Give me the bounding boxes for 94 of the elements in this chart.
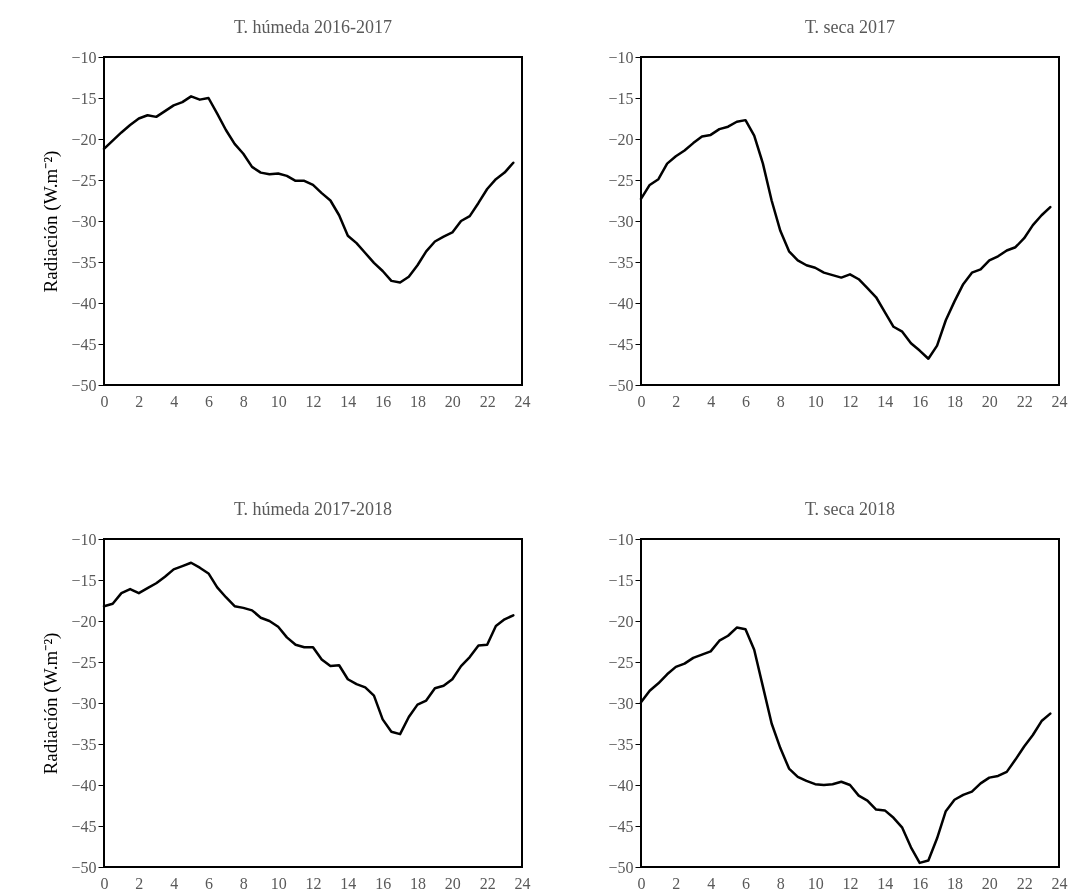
- y-tick-label: −25: [608, 653, 634, 671]
- x-tick-label: 4: [707, 874, 716, 890]
- y-tick-label: −10: [71, 530, 97, 548]
- y-tick-label: −35: [608, 735, 634, 753]
- x-tick-label: 16: [375, 874, 392, 890]
- x-tick-label: 0: [637, 874, 646, 890]
- x-tick-label: 14: [340, 874, 357, 890]
- x-tick-label: 16: [912, 392, 929, 410]
- x-tick-label: 22: [479, 392, 496, 410]
- x-tick-label: 4: [707, 392, 716, 410]
- y-tick-label: −15: [608, 89, 634, 107]
- chart-title: T. seca 2017: [804, 17, 896, 37]
- y-tick-label: −15: [71, 571, 97, 589]
- y-tick-label: −25: [608, 171, 634, 189]
- x-tick-label: 10: [270, 392, 287, 410]
- x-tick-label: 4: [170, 392, 179, 410]
- x-tick-label: 20: [444, 392, 461, 410]
- y-tick-label: −35: [71, 253, 97, 271]
- x-tick-label: 10: [807, 874, 824, 890]
- x-tick-label: 12: [842, 874, 859, 890]
- y-tick-label: −40: [71, 776, 97, 794]
- x-tick-label: 14: [340, 392, 357, 410]
- y-axis-title: Radiación (W.m⁻²): [40, 150, 63, 293]
- y-tick-label: −30: [71, 212, 97, 230]
- x-tick-label: 14: [877, 392, 894, 410]
- x-tick-label: 18: [947, 874, 963, 890]
- y-tick-label: −45: [71, 335, 97, 353]
- x-tick-label: 2: [135, 874, 144, 890]
- x-tick-label: 12: [842, 392, 859, 410]
- y-tick-label: −20: [71, 612, 97, 630]
- y-tick-label: −15: [71, 89, 97, 107]
- x-tick-label: 24: [514, 874, 531, 890]
- x-tick-label: 2: [672, 392, 681, 410]
- y-tick-label: −25: [71, 171, 97, 189]
- x-tick-label: 18: [410, 874, 426, 890]
- x-tick-label: 10: [807, 392, 824, 410]
- y-tick-label: −45: [71, 817, 97, 835]
- y-tick-label: −10: [608, 48, 634, 66]
- y-tick-label: −30: [608, 212, 634, 230]
- y-tick-label: −10: [71, 48, 97, 66]
- x-tick-label: 18: [410, 392, 426, 410]
- x-tick-label: 6: [205, 874, 213, 890]
- y-tick-label: −45: [608, 817, 634, 835]
- x-tick-label: 24: [1051, 392, 1068, 410]
- x-tick-label: 16: [912, 874, 929, 890]
- y-tick-label: −35: [608, 253, 634, 271]
- x-tick-label: 6: [205, 392, 213, 410]
- x-tick-label: 6: [742, 874, 750, 890]
- x-tick-label: 14: [877, 874, 894, 890]
- x-tick-label: 2: [135, 392, 144, 410]
- y-tick-label: −20: [608, 130, 634, 148]
- x-tick-label: 20: [981, 874, 998, 890]
- x-tick-label: 12: [305, 392, 322, 410]
- y-tick-label: −10: [608, 530, 634, 548]
- y-tick-label: −40: [608, 294, 634, 312]
- y-tick-label: −50: [71, 376, 97, 394]
- y-tick-label: −25: [71, 653, 97, 671]
- y-tick-label: −30: [608, 694, 634, 712]
- y-tick-label: −45: [608, 335, 634, 353]
- y-tick-label: −20: [71, 130, 97, 148]
- x-tick-label: 22: [479, 874, 496, 890]
- x-tick-label: 20: [444, 874, 461, 890]
- x-tick-label: 24: [514, 392, 531, 410]
- x-tick-label: 16: [375, 392, 392, 410]
- x-tick-label: 0: [100, 874, 109, 890]
- x-tick-label: 0: [637, 392, 646, 410]
- chart-title: T. húmeda 2017-2018: [233, 499, 393, 519]
- x-tick-label: 8: [776, 874, 785, 890]
- x-tick-label: 10: [270, 874, 287, 890]
- x-tick-label: 0: [100, 392, 109, 410]
- y-tick-label: −50: [608, 858, 634, 876]
- chart-title: T. seca 2018: [804, 499, 896, 519]
- y-tick-label: −35: [71, 735, 97, 753]
- x-tick-label: 22: [1016, 392, 1033, 410]
- y-tick-label: −15: [608, 571, 634, 589]
- x-tick-label: 6: [742, 392, 750, 410]
- x-tick-label: 22: [1016, 874, 1033, 890]
- y-tick-label: −30: [71, 694, 97, 712]
- x-tick-label: 8: [239, 392, 248, 410]
- y-tick-label: −20: [608, 612, 634, 630]
- y-tick-label: −50: [71, 858, 97, 876]
- y-tick-label: −40: [71, 294, 97, 312]
- chart-title: T. húmeda 2016-2017: [233, 17, 393, 37]
- x-tick-label: 12: [305, 874, 322, 890]
- x-tick-label: 8: [239, 874, 248, 890]
- x-tick-label: 4: [170, 874, 179, 890]
- y-tick-label: −40: [608, 776, 634, 794]
- x-tick-label: 18: [947, 392, 963, 410]
- x-tick-label: 2: [672, 874, 681, 890]
- x-tick-label: 20: [981, 392, 998, 410]
- x-tick-label: 8: [776, 392, 785, 410]
- y-axis-title: Radiación (W.m⁻²): [40, 632, 63, 775]
- x-tick-label: 24: [1051, 874, 1068, 890]
- y-tick-label: −50: [608, 376, 634, 394]
